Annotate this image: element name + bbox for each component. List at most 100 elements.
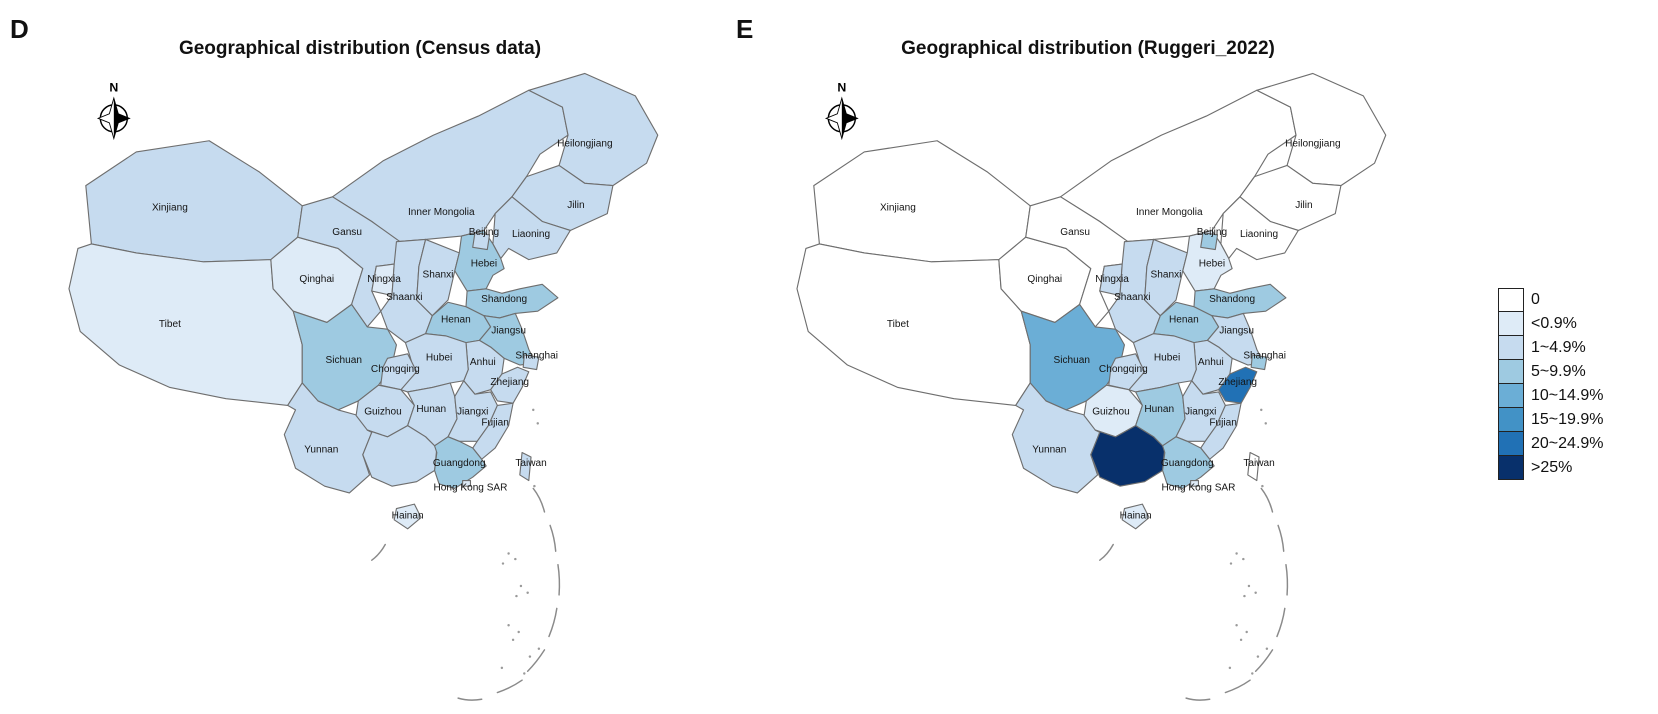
province-label-taiwan: Taiwan xyxy=(1243,458,1274,469)
island-dot xyxy=(1260,408,1263,412)
legend-label: <0.9% xyxy=(1531,315,1577,332)
panel-title-census: Geographical distribution (Census data) xyxy=(178,38,542,59)
province-xinjiang xyxy=(813,140,1031,263)
island-dot xyxy=(1251,672,1254,675)
province-zhejiang xyxy=(490,366,530,404)
province-hong_kong xyxy=(462,479,472,487)
province-guangdong xyxy=(1162,436,1215,489)
province-label-xinjiang: Xinjiang xyxy=(152,202,188,213)
province-label-shanghai: Shanghai xyxy=(515,350,558,361)
province-label-taiwan: Taiwan xyxy=(515,458,546,469)
province-shanghai xyxy=(1250,354,1268,371)
province-gansu xyxy=(297,196,404,328)
sea-dash xyxy=(526,649,546,672)
province-guangdong xyxy=(434,436,487,489)
province-label-yunnan: Yunnan xyxy=(1032,445,1066,456)
province-label-hunan: Hunan xyxy=(1144,404,1174,415)
province-shanghai xyxy=(522,354,540,371)
province-label-gansu: Gansu xyxy=(1060,227,1090,238)
province-label-jiangsu: Jiangsu xyxy=(1219,326,1254,337)
sea-dash xyxy=(1285,563,1289,596)
legend-label: 5~9.9% xyxy=(1531,363,1586,380)
north-label: N xyxy=(837,80,846,94)
province-tibet xyxy=(68,243,303,406)
island-dot xyxy=(536,422,539,425)
sea-dash xyxy=(532,487,546,513)
province-label-jiangxi: Jiangxi xyxy=(457,406,488,417)
province-label-ningxia: Ningxia xyxy=(367,274,401,285)
island-dot xyxy=(500,666,504,670)
province-label-guizhou: Guizhou xyxy=(1092,406,1130,417)
north-arrow-icon: N xyxy=(96,80,131,141)
island-dot xyxy=(501,562,505,565)
province-beijing xyxy=(1200,232,1219,251)
south-china-sea-dashes xyxy=(371,408,561,701)
province-label-hebei: Hebei xyxy=(1199,258,1225,269)
province-label-tibet: Tibet xyxy=(887,319,909,330)
island-dot xyxy=(514,557,517,561)
province-label-heilongjiang: Heilongjiang xyxy=(1285,138,1340,149)
province-zhejiang xyxy=(1218,366,1258,404)
island-dot xyxy=(1245,630,1248,634)
sea-dash xyxy=(371,543,386,561)
panel-title-ruggeri: Geographical distribution (Ruggeri_2022) xyxy=(901,38,1275,59)
compass-star-half xyxy=(841,98,858,139)
island-dot xyxy=(523,672,526,675)
province-label-beijing: Beijing xyxy=(1197,227,1227,238)
legend-label: 15~19.9% xyxy=(1531,411,1604,428)
province-label-hubei: Hubei xyxy=(426,353,452,364)
province-label-henan: Henan xyxy=(441,314,471,325)
island-dot xyxy=(1265,647,1269,651)
island-dot xyxy=(1228,666,1232,670)
province-label-chongqing: Chongqing xyxy=(371,364,420,375)
sea-dash xyxy=(1276,607,1286,638)
province-label-sichuan: Sichuan xyxy=(326,355,362,366)
province-label-fujian: Fujian xyxy=(1209,418,1236,429)
province-label-shanghai: Shanghai xyxy=(1243,350,1286,361)
province-label-hainan: Hainan xyxy=(392,511,424,522)
province-label-shanxi: Shanxi xyxy=(1151,270,1182,281)
island-dot xyxy=(1254,591,1257,594)
sea-dash xyxy=(1099,543,1114,561)
province-label-chongqing: Chongqing xyxy=(1099,364,1148,375)
province-hainan xyxy=(393,503,422,530)
province-label-hong_kong: Hong Kong SAR xyxy=(433,483,507,494)
legend-row: 15~19.9% xyxy=(1498,408,1604,432)
legend-swatch xyxy=(1498,408,1524,432)
province-xinjiang xyxy=(85,140,303,263)
island-dot xyxy=(1247,584,1251,588)
province-label-xinjiang: Xinjiang xyxy=(880,202,916,213)
province-label-anhui: Anhui xyxy=(470,357,496,368)
north-label: N xyxy=(109,80,118,94)
province-hebei xyxy=(454,229,505,292)
island-dot xyxy=(533,484,536,488)
province-label-tibet: Tibet xyxy=(159,319,181,330)
island-dot xyxy=(511,638,515,642)
north-arrow-icon: N xyxy=(824,80,859,141)
legend-row: >25% xyxy=(1498,456,1604,480)
legend-swatch xyxy=(1498,384,1524,408)
sea-dash xyxy=(457,697,483,701)
legend-row: 20~24.9% xyxy=(1498,432,1604,456)
sea-dash xyxy=(1277,524,1285,552)
province-label-heilongjiang: Heilongjiang xyxy=(557,138,612,149)
china-map-ruggeri: N Xinjiang Tibet Qinghai Gansu Ningxia Inner M… xyxy=(796,72,1387,701)
island-dot xyxy=(507,552,510,555)
province-label-guangdong: Guangdong xyxy=(1161,458,1214,469)
island-dot xyxy=(537,647,541,651)
province-label-zhejiang: Zhejiang xyxy=(1218,377,1257,388)
sea-dash xyxy=(1260,487,1274,513)
province-label-fujian: Fujian xyxy=(481,418,508,429)
province-hong_kong xyxy=(1190,479,1200,487)
province-label-gansu: Gansu xyxy=(332,227,362,238)
province-label-yunnan: Yunnan xyxy=(304,445,338,456)
province-label-ningxia: Ningxia xyxy=(1095,274,1129,285)
legend-label: >25% xyxy=(1531,459,1573,476)
island-dot xyxy=(1264,422,1267,425)
sea-dash xyxy=(557,563,561,596)
province-label-hainan: Hainan xyxy=(1120,511,1152,522)
province-label-qinghai: Qinghai xyxy=(1027,274,1062,285)
legend-label: 1~4.9% xyxy=(1531,339,1586,356)
china-map-census: N Xinjiang Tibet Qinghai Gansu Ningxia Inner M… xyxy=(68,72,659,701)
province-tibet xyxy=(796,243,1031,406)
